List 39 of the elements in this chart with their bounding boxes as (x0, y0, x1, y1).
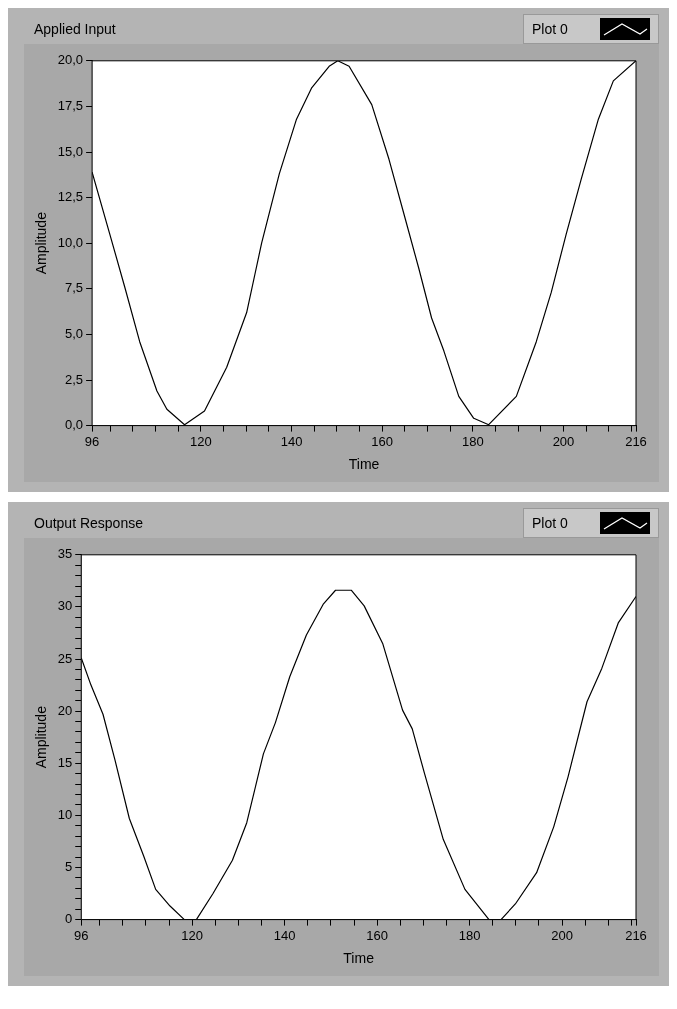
x-tick-label: 160 (366, 927, 388, 943)
y-tick-label: 7,5 (65, 280, 84, 296)
y-tick-label: 30 (57, 598, 73, 614)
x-tick-label: 216 (625, 927, 647, 943)
x-tick-label: 96 (84, 433, 100, 449)
chart-title: Applied Input (33, 21, 116, 37)
y-tick-label: 5,0 (65, 325, 84, 341)
x-tick-label: 140 (280, 433, 303, 449)
y-tick-label: 10,0 (57, 234, 84, 250)
x-tick-label: 200 (551, 927, 573, 943)
x-tick-label: 96 (74, 927, 89, 943)
y-tick-label: 15,0 (57, 143, 84, 159)
x-tick-label: 180 (458, 927, 481, 943)
x-tick-label: 180 (461, 433, 484, 449)
y-tick-label: 20,0 (57, 52, 84, 68)
y-tick-label: 2,5 (65, 371, 84, 387)
y-tick-label: 35 (57, 546, 73, 562)
y-tick-label: 12,5 (57, 189, 84, 205)
x-tick-label: 120 (181, 927, 204, 943)
y-tick-label: 5 (65, 859, 73, 875)
legend-label: Plot 0 (532, 515, 569, 531)
y-tick-label: 10 (57, 806, 73, 822)
y-tick-label: 0 (65, 911, 73, 927)
y-tick-label: 15 (57, 754, 73, 770)
y-axis-title: Amplitude (33, 705, 50, 769)
x-axis-title: Time (348, 456, 380, 473)
y-axis-title: Amplitude (33, 211, 50, 275)
legend-label: Plot 0 (532, 21, 569, 37)
y-tick-label: 25 (57, 650, 73, 666)
y-tick-label: 20 (57, 702, 73, 718)
x-tick-label: 216 (625, 433, 647, 449)
x-tick-label: 140 (273, 927, 296, 943)
chart-title: Output Response (33, 515, 143, 531)
x-tick-label: 200 (552, 433, 575, 449)
x-tick-label: 120 (190, 433, 212, 449)
x-tick-label: 160 (371, 433, 394, 449)
y-tick-label: 17,5 (57, 97, 84, 113)
y-tick-label: 0,0 (65, 417, 84, 433)
x-axis-title: Time (343, 950, 375, 967)
